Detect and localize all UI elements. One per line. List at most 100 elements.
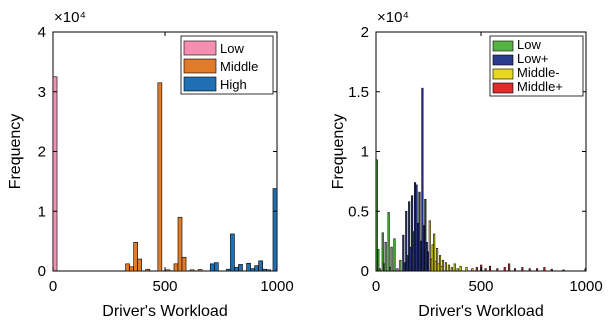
bar-middle--6 (508, 263, 511, 272)
bar-low-9 (393, 238, 396, 272)
bar-middle-5 (157, 82, 163, 272)
bar-low-5 (384, 242, 387, 272)
bar-low--15 (424, 199, 427, 272)
bar-low--4 (408, 201, 411, 272)
bar-middle--2 (484, 268, 487, 272)
bar-high-12 (272, 188, 278, 272)
legend-swatch (183, 40, 217, 56)
left-y-exponent: ×10⁴ (54, 9, 86, 26)
x-tick-label: 500 (152, 278, 177, 295)
bar-middle--8 (521, 267, 524, 272)
bar-high-10 (262, 268, 267, 272)
bar-low--0 (402, 234, 405, 272)
y-tick-label: 0 (361, 263, 369, 280)
left-x-axis-label: Driver's Workload (102, 303, 227, 320)
legend-label: Low+ (517, 51, 548, 66)
y-tick-label: 4 (38, 24, 46, 41)
bar-middle-6 (165, 269, 171, 272)
y-tick-label: 0 (38, 263, 46, 280)
left-y-axis-label: Frequency (7, 114, 24, 190)
bar-middle--0 (428, 220, 431, 272)
bar-middle-7 (173, 263, 179, 272)
right-bars (375, 87, 587, 272)
right-y-exponent: ×10⁴ (377, 9, 409, 26)
bar-high-8 (254, 265, 259, 272)
y-tick-label: 0.5 (348, 203, 369, 220)
bar-low-6 (387, 212, 390, 272)
bar-middle--0 (475, 267, 478, 272)
bar-middle--16 (465, 267, 468, 272)
bar-middle--7 (513, 268, 517, 272)
bar-middle--9 (441, 259, 445, 272)
left-axes: 0 500 1000 0 1 2 3 4 (38, 24, 294, 295)
y-tick-label: 2 (361, 24, 369, 41)
y-tick-label: 1 (38, 203, 46, 220)
bar-low--2 (405, 210, 408, 272)
right-y-axis-label: Frequency (330, 114, 347, 190)
bar-low--13 (421, 87, 424, 272)
bar-low-11 (399, 259, 402, 272)
bar-middle--11 (447, 264, 450, 272)
bar-middle-10 (189, 269, 195, 272)
legend-label: Low (517, 37, 541, 52)
legend-label: High (220, 77, 247, 92)
bar-high-1 (213, 262, 219, 272)
bar-middle--10 (444, 262, 447, 272)
bar-middle-2 (133, 242, 138, 272)
bar-high-4 (234, 267, 239, 272)
bar-middle--4 (496, 268, 499, 272)
legend-swatch (492, 54, 514, 66)
bar-middle-0 (125, 263, 130, 272)
bar-low-8 (390, 246, 393, 272)
bar-middle-11 (197, 269, 203, 272)
x-tick-label: 1000 (569, 278, 602, 295)
bar-middle--9 (528, 268, 531, 272)
bar-middle--7 (439, 255, 442, 272)
bar-high-0 (209, 263, 215, 272)
right-histogram: 0 500 1000 0 0.5 1 1.5 2 ×10⁴ Driver's Workload… (330, 9, 603, 320)
bar-middle--12 (550, 268, 553, 272)
bar-middle--14 (456, 268, 459, 272)
legend-label: Low (220, 41, 244, 56)
bar-high-9 (258, 260, 263, 272)
bar-high-7 (250, 268, 255, 272)
bar-high-2 (226, 268, 231, 272)
bar-middle--5 (436, 247, 439, 272)
bar-high-11 (266, 269, 272, 272)
x-tick-label: 0 (49, 278, 57, 295)
x-tick-label: 0 (372, 278, 380, 295)
legend-swatch (183, 58, 217, 74)
legend-swatch (492, 68, 514, 80)
bar-middle--3 (433, 233, 436, 272)
bar-middle--3 (488, 265, 492, 272)
bar-middle--5 (503, 267, 506, 272)
bar-middle--17 (471, 268, 474, 272)
bar-high-5 (238, 264, 243, 272)
y-tick-label: 1.5 (348, 84, 369, 101)
bar-middle--15 (459, 265, 462, 272)
legend-label: Middle (220, 59, 258, 74)
legend-label: Middle- (517, 65, 560, 80)
bar-high-3 (230, 233, 235, 272)
x-tick-label: 500 (468, 278, 493, 295)
bar-middle-9 (181, 256, 187, 272)
bar-middle-3 (137, 258, 142, 272)
legend-swatch (492, 82, 514, 94)
bar-low-3 (381, 232, 384, 272)
legend-label: Middle+ (517, 79, 563, 94)
bar-middle--13 (562, 269, 565, 272)
left-legend: Low Middle High (180, 35, 274, 95)
bar-middle-1 (129, 266, 134, 272)
right-x-axis-label: Driver's Workload (418, 303, 543, 320)
bar-low-1 (377, 249, 380, 272)
bar-middle--10 (536, 268, 539, 272)
bar-low-10 (396, 268, 399, 272)
left-bars (52, 76, 278, 272)
y-tick-label: 1 (361, 144, 369, 161)
bar-low--11 (418, 191, 421, 272)
legend-swatch (492, 40, 514, 52)
bar-middle-4 (145, 268, 151, 272)
